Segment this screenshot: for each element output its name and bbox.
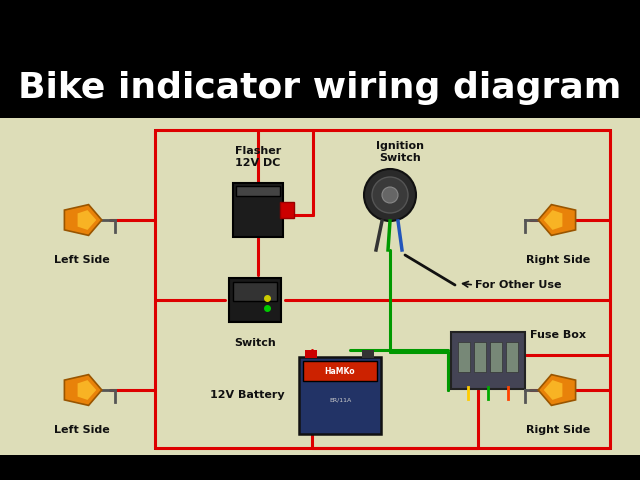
FancyBboxPatch shape <box>474 342 486 372</box>
Text: HaMKo: HaMKo <box>324 367 355 375</box>
Polygon shape <box>538 204 575 235</box>
Text: For Other Use: For Other Use <box>475 280 561 290</box>
FancyBboxPatch shape <box>233 282 277 301</box>
FancyBboxPatch shape <box>303 361 377 381</box>
Polygon shape <box>65 374 102 406</box>
Text: Flasher
12V DC: Flasher 12V DC <box>235 146 281 168</box>
FancyBboxPatch shape <box>236 186 280 196</box>
Text: ER/11A: ER/11A <box>329 397 351 403</box>
Circle shape <box>364 169 416 221</box>
Bar <box>155 130 610 448</box>
Bar <box>0 0 640 58</box>
FancyBboxPatch shape <box>506 342 518 372</box>
FancyBboxPatch shape <box>490 342 502 372</box>
Bar <box>0 455 640 480</box>
Text: Ignition
Switch: Ignition Switch <box>376 142 424 163</box>
FancyBboxPatch shape <box>233 183 283 237</box>
Bar <box>362 350 374 358</box>
Text: Left Side: Left Side <box>54 255 110 265</box>
FancyBboxPatch shape <box>229 278 281 322</box>
Polygon shape <box>538 374 575 406</box>
FancyBboxPatch shape <box>458 342 470 372</box>
Bar <box>305 350 317 358</box>
Text: Left Side: Left Side <box>54 425 110 435</box>
Text: Switch: Switch <box>234 338 276 348</box>
Circle shape <box>382 187 398 203</box>
Text: Bike indicator wiring diagram: Bike indicator wiring diagram <box>19 71 621 105</box>
FancyBboxPatch shape <box>451 332 525 389</box>
FancyBboxPatch shape <box>299 357 381 434</box>
Polygon shape <box>65 204 102 235</box>
Circle shape <box>372 177 408 213</box>
Bar <box>0 58 640 118</box>
Polygon shape <box>77 210 96 230</box>
Polygon shape <box>544 210 563 230</box>
Polygon shape <box>544 380 563 400</box>
Text: Right Side: Right Side <box>526 425 590 435</box>
Text: Right Side: Right Side <box>526 255 590 265</box>
Text: 12V Battery: 12V Battery <box>211 390 285 400</box>
Polygon shape <box>77 380 96 400</box>
FancyBboxPatch shape <box>280 202 294 218</box>
Bar <box>0 118 640 455</box>
Text: Fuse Box: Fuse Box <box>530 330 586 340</box>
